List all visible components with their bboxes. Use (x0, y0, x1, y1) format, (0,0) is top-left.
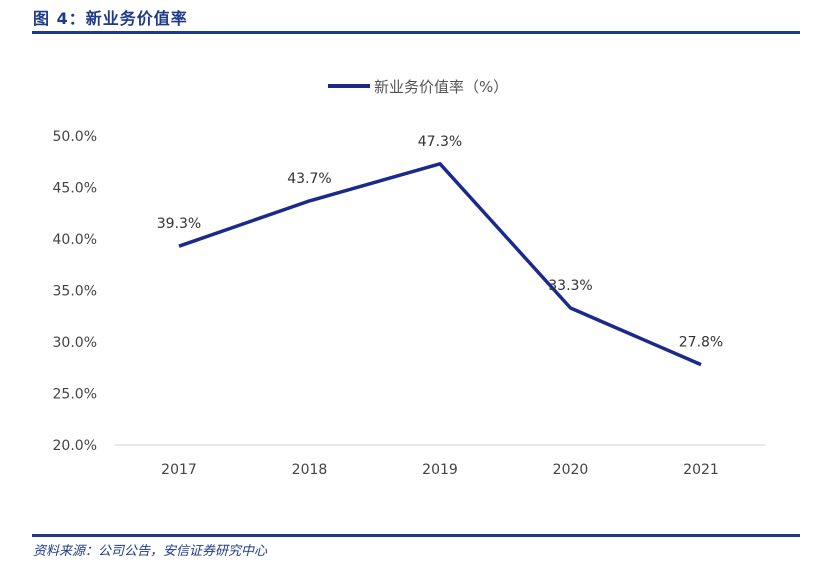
data-label: 27.8% (679, 335, 723, 351)
y-tick-label: 45.0% (53, 181, 97, 197)
source-note: 资料来源：公司公告，安信证券研究中心 (33, 544, 268, 559)
data-label: 47.3% (418, 134, 462, 150)
y-tick-label: 50.0% (53, 129, 97, 145)
bottom-rule (32, 534, 800, 537)
figure-title: 图 4：新业务价值率 (33, 9, 188, 28)
y-tick-label: 40.0% (53, 232, 97, 248)
data-label: 39.3% (157, 216, 201, 232)
x-tick-label: 2019 (422, 462, 458, 478)
y-tick-label: 20.0% (53, 438, 97, 454)
data-label: 33.3% (548, 278, 592, 294)
y-tick-label: 30.0% (53, 335, 97, 351)
x-tick-label: 2020 (553, 462, 589, 478)
y-tick-label: 25.0% (53, 387, 97, 403)
data-label: 43.7% (287, 171, 331, 187)
series-line (178, 162, 702, 367)
legend-label: 新业务价值率（%） (374, 78, 508, 96)
x-tick-label: 2017 (161, 462, 197, 478)
top-rule (32, 31, 800, 34)
x-tick-label: 2018 (292, 462, 328, 478)
x-tick-label: 2021 (683, 462, 719, 478)
y-tick-label: 35.0% (53, 284, 97, 300)
